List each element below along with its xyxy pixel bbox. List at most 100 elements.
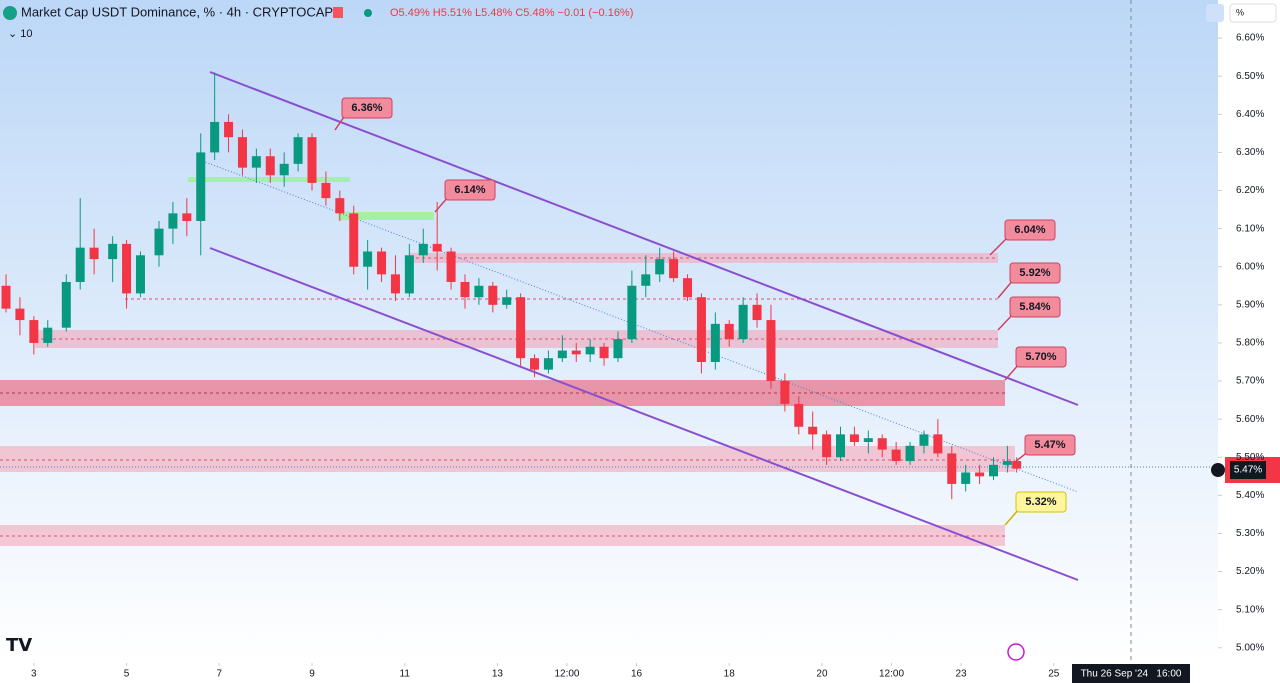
- crosshair-date: Thu 26 Sep '24 16:00: [1081, 669, 1182, 680]
- candle-body: [822, 434, 832, 458]
- candle-body: [251, 156, 261, 168]
- candle-body: [349, 213, 359, 267]
- candle-body: [154, 228, 164, 256]
- candle-body: [29, 320, 39, 343]
- candle-body: [460, 281, 470, 298]
- candle-body: [516, 297, 526, 359]
- candle-body: [1, 285, 11, 309]
- zone: [0, 446, 1015, 472]
- candle-body: [418, 243, 428, 256]
- candle-body: [947, 453, 957, 484]
- candle-body: [849, 434, 859, 442]
- crosshair-button[interactable]: [1211, 463, 1225, 477]
- candle-body: [377, 251, 387, 275]
- callout-label: 6.14%: [454, 184, 485, 196]
- auto-button[interactable]: [1206, 4, 1224, 22]
- candle-body: [135, 255, 145, 294]
- channel-line: [209, 247, 1079, 581]
- callout-box: [444, 179, 496, 201]
- status-dot: [364, 9, 372, 17]
- candle-body: [335, 198, 345, 214]
- candle-body: [766, 320, 776, 382]
- x-tick-label: 16: [631, 669, 643, 680]
- candle-body: [641, 274, 651, 286]
- candle-body: [196, 152, 206, 221]
- candle-body: [683, 278, 693, 298]
- y-tick-label: 5.50%: [1236, 452, 1264, 463]
- indicator-legend[interactable]: ⌄ 10: [8, 28, 33, 40]
- y-tick-label: 6.60%: [1236, 33, 1264, 44]
- callout-label: 5.84%: [1019, 301, 1050, 313]
- ohlc-values: O5.49% H5.51% L5.48% C5.48% −0.01 (−0.16…: [390, 7, 633, 19]
- candle-body: [543, 358, 553, 370]
- candle-body: [390, 274, 400, 294]
- candle-body: [738, 304, 748, 340]
- scale-button[interactable]: [1229, 3, 1277, 23]
- candle-body: [502, 297, 512, 305]
- y-tick-label: 5.10%: [1236, 604, 1264, 615]
- y-tick-label: 5.20%: [1236, 566, 1264, 577]
- crosshair-date-box: [1072, 664, 1190, 683]
- candle-body: [780, 381, 790, 404]
- callout-label: 6.36%: [351, 102, 382, 114]
- chart-title: Market Cap USDT Dominance, % · 4h · CRYP…: [21, 4, 333, 19]
- candle-body: [599, 346, 609, 359]
- x-tick-label: 12:00: [879, 669, 904, 680]
- candle-body: [404, 255, 414, 294]
- candle-body: [224, 121, 234, 138]
- candle-body: [613, 339, 623, 359]
- candle-body: [89, 247, 99, 260]
- candle-body: [279, 163, 289, 176]
- y-tick-label: 5.60%: [1236, 414, 1264, 425]
- candle-body: [724, 323, 734, 340]
- symbol-icon: [3, 6, 17, 20]
- candle-body: [321, 182, 331, 199]
- x-axis-area: [0, 663, 1218, 683]
- zone: [0, 380, 1005, 406]
- x-tick-label: 18: [724, 669, 736, 680]
- x-tick-label: 3: [31, 669, 37, 680]
- price-tag-label: 5.47%: [1234, 465, 1262, 476]
- x-tick-label: 11: [400, 669, 411, 680]
- y-tick-label: 5.80%: [1236, 338, 1264, 349]
- y-tick-label: 6.20%: [1236, 185, 1264, 196]
- candle-body: [585, 346, 595, 355]
- callout-box: [341, 97, 393, 119]
- y-tick-label: 5.30%: [1236, 528, 1264, 539]
- candle-body: [265, 156, 275, 176]
- candle-body: [474, 285, 484, 298]
- callout-box: [1009, 262, 1061, 284]
- drawings: [0, 0, 1218, 663]
- candle-body: [877, 438, 887, 450]
- y-tick-label: 6.50%: [1236, 71, 1264, 82]
- callout-label: 5.47%: [1034, 439, 1065, 451]
- x-tick-label: 7: [217, 669, 223, 680]
- channel-mid: [199, 159, 1079, 493]
- flag[interactable]: [333, 7, 343, 18]
- candle-body: [15, 308, 25, 321]
- candle-body: [794, 403, 804, 427]
- price-tag: [1230, 461, 1266, 479]
- channel-line: [209, 71, 1079, 406]
- callout-box: [1015, 491, 1067, 513]
- candle-body: [836, 434, 846, 458]
- callout-box: [1004, 219, 1056, 241]
- x-tick-label: 20: [816, 669, 828, 680]
- candle-body: [557, 350, 567, 359]
- candle-body: [108, 243, 118, 260]
- candle-body: [1002, 461, 1012, 465]
- zone: [0, 525, 1005, 546]
- y-tick-label: 5.90%: [1236, 299, 1264, 310]
- candle-body: [961, 472, 971, 484]
- candle-body: [363, 251, 373, 267]
- indicator-value: 10: [20, 28, 32, 40]
- scale-button-label[interactable]: %: [1236, 7, 1244, 17]
- candle-body: [488, 285, 498, 305]
- x-tick-label: 9: [309, 669, 315, 680]
- promo-icon[interactable]: [1007, 643, 1025, 661]
- candle-body: [975, 472, 985, 477]
- candle-body: [182, 213, 192, 221]
- callout-label: 5.32%: [1025, 496, 1056, 508]
- candle-body: [696, 297, 706, 362]
